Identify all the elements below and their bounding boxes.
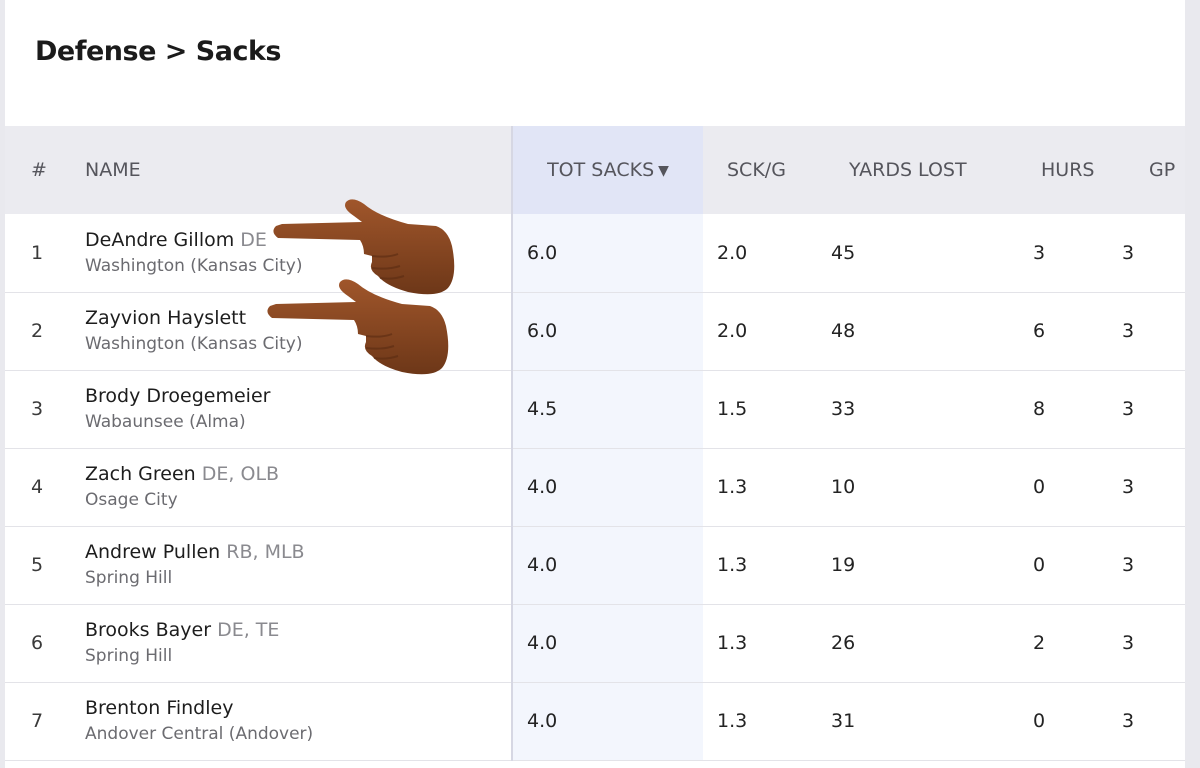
player-cell: Brody Droegemeier Wabaunsee (Alma) xyxy=(85,370,512,448)
stats-card: Defense > Sacks # NAME TOT SACKS ▼ SCK/G … xyxy=(5,0,1185,768)
page-title: Defense > Sacks xyxy=(35,36,282,67)
rank-cell: 4 xyxy=(31,476,44,498)
player-position: DE, TE xyxy=(217,619,280,641)
tot-sacks-cell: 4.0 xyxy=(511,604,703,682)
table-header-row: # NAME TOT SACKS ▼ SCK/G YARDS LOST HURS … xyxy=(5,126,1185,214)
player-position: DE xyxy=(240,228,267,251)
player-name[interactable]: Zayvion Hayslett xyxy=(85,307,247,329)
tot-sacks-cell: 6.0 xyxy=(511,214,703,292)
column-header-rank[interactable]: # xyxy=(31,159,47,181)
player-school[interactable]: Spring Hill xyxy=(85,646,173,666)
sck-g-cell: 1.3 xyxy=(717,710,748,732)
yards-lost-cell: 31 xyxy=(831,710,856,732)
table-row[interactable]: 7 Brenton Findley Andover Central (Andove… xyxy=(5,682,1185,760)
table-body: 1 DeAndre Gillom DE Washington (Kansas Cit… xyxy=(5,214,1185,760)
sck-g-cell: 1.5 xyxy=(717,398,748,420)
column-header-name[interactable]: NAME xyxy=(85,159,141,181)
player-cell: Andrew Pullen RB, MLB Spring Hill xyxy=(85,526,512,604)
table-row[interactable]: 4 Zach Green DE, OLB Osage City 4.0 1.3 10 0 3 xyxy=(5,448,1185,526)
hurs-cell: 3 xyxy=(1033,241,1046,264)
hurs-cell: 0 xyxy=(1033,554,1046,576)
column-header-yards-lost[interactable]: YARDS LOST xyxy=(849,159,967,181)
table-row[interactable]: 6 Brooks Bayer DE, TE Spring Hill 4.0 1.3 26 2… xyxy=(5,604,1185,682)
yards-lost-cell: 19 xyxy=(831,554,856,576)
rank-cell: 3 xyxy=(31,398,44,420)
rank-cell: 6 xyxy=(31,632,44,654)
hurs-cell: 8 xyxy=(1033,398,1046,420)
tot-sacks-cell: 4.0 xyxy=(511,526,703,604)
player-name[interactable]: Brenton Findley xyxy=(85,697,234,719)
player-school[interactable]: Wabaunsee (Alma) xyxy=(85,412,246,432)
player-name[interactable]: DeAndre Gillom xyxy=(85,228,235,251)
gp-cell: 3 xyxy=(1122,241,1135,264)
gp-cell: 3 xyxy=(1122,320,1135,342)
player-name[interactable]: Brooks Bayer xyxy=(85,619,212,641)
column-header-hurs[interactable]: HURS xyxy=(1041,159,1095,181)
rank-cell: 5 xyxy=(31,554,44,576)
tot-sacks-cell: 4.5 xyxy=(511,370,703,448)
hurs-cell: 2 xyxy=(1033,632,1046,654)
column-header-tot-sacks-label: TOT SACKS xyxy=(547,159,655,181)
player-school[interactable]: Osage City xyxy=(85,490,178,510)
yards-lost-cell: 33 xyxy=(831,398,856,420)
yards-lost-cell: 10 xyxy=(831,476,856,498)
yards-lost-cell: 26 xyxy=(831,632,856,654)
tot-sacks-cell: 4.0 xyxy=(511,448,703,526)
player-position: DE, OLB xyxy=(201,463,280,485)
sort-descending-icon: ▼ xyxy=(658,163,669,179)
sck-g-cell: 1.3 xyxy=(717,476,748,498)
sck-g-cell: 2.0 xyxy=(717,320,748,342)
pointing-hand-icon xyxy=(267,279,449,375)
player-cell: DeAndre Gillom DE Washington (Kansas City… xyxy=(85,214,512,292)
hurs-cell: 0 xyxy=(1033,710,1046,732)
table-row[interactable]: 2 Zayvion Hayslett Washington (Kansas Cit… xyxy=(5,292,1185,370)
tot-sacks-cell: 6.0 xyxy=(511,292,703,370)
table-row[interactable]: 5 Andrew Pullen RB, MLB Spring Hill 4.0 1.3 1… xyxy=(5,526,1185,604)
player-cell: Brenton Findley Andover Central (Andover… xyxy=(85,682,512,760)
gp-cell: 3 xyxy=(1122,632,1135,654)
yards-lost-cell: 45 xyxy=(831,241,856,264)
player-school[interactable]: Washington (Kansas City) xyxy=(85,255,303,276)
pointing-hand-icon xyxy=(273,199,455,295)
sck-g-cell: 1.3 xyxy=(717,632,748,654)
stats-table: # NAME TOT SACKS ▼ SCK/G YARDS LOST HURS … xyxy=(5,126,1185,761)
rank-cell: 2 xyxy=(31,320,44,342)
sck-g-cell: 1.3 xyxy=(717,554,748,576)
player-position: RB, MLB xyxy=(226,541,305,563)
player-school[interactable]: Washington (Kansas City) xyxy=(85,334,303,354)
table-row[interactable]: 3 Brody Droegemeier Wabaunsee (Alma) 4.5 1.… xyxy=(5,370,1185,448)
player-school[interactable]: Andover Central (Andover) xyxy=(85,724,314,744)
rank-cell: 1 xyxy=(31,241,44,264)
column-header-tot-sacks[interactable]: TOT SACKS ▼ xyxy=(511,126,703,214)
player-name[interactable]: Zach Green xyxy=(85,463,196,485)
player-name[interactable]: Brody Droegemeier xyxy=(85,385,271,407)
hurs-cell: 6 xyxy=(1033,320,1046,342)
tot-sacks-cell: 4.0 xyxy=(511,682,703,760)
player-cell: Zach Green DE, OLB Osage City xyxy=(85,448,512,526)
gp-cell: 3 xyxy=(1122,398,1135,420)
gp-cell: 3 xyxy=(1122,554,1135,576)
column-header-sck-g[interactable]: SCK/G xyxy=(727,159,786,181)
table-row[interactable]: 1 DeAndre Gillom DE Washington (Kansas Cit… xyxy=(5,214,1185,292)
sck-g-cell: 2.0 xyxy=(717,241,748,264)
column-header-gp[interactable]: GP xyxy=(1149,159,1176,181)
player-cell: Brooks Bayer DE, TE Spring Hill xyxy=(85,604,512,682)
player-school[interactable]: Spring Hill xyxy=(85,568,173,588)
gp-cell: 3 xyxy=(1122,476,1135,498)
player-name[interactable]: Andrew Pullen xyxy=(85,541,221,563)
yards-lost-cell: 48 xyxy=(831,320,856,342)
player-cell: Zayvion Hayslett Washington (Kansas City… xyxy=(85,292,512,370)
hurs-cell: 0 xyxy=(1033,476,1046,498)
gp-cell: 3 xyxy=(1122,710,1135,732)
rank-cell: 7 xyxy=(31,710,44,732)
